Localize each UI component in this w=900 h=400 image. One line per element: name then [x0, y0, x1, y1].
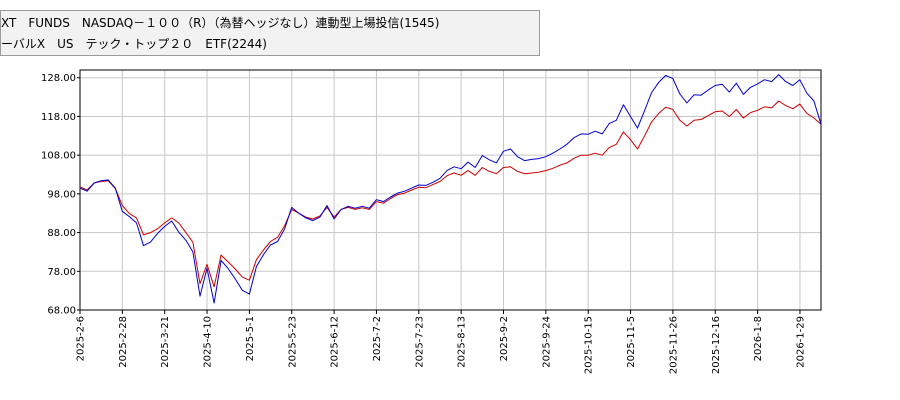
- y-axis: 68.00 78.00 88.00 98.00 108.00 118.00 128.00: [41, 73, 80, 317]
- x-tick-label: 2025-5-1: [245, 316, 256, 361]
- x-tick-label: 2025-6-12: [330, 316, 341, 368]
- x-tick-label: 2025-2-6: [76, 316, 87, 361]
- x-tick-label: 2025-2-28: [118, 316, 129, 368]
- x-tick-label: 2025-4-10: [203, 316, 214, 368]
- x-axis: 2025-2-6 2025-2-28 2025-3-21 2025-4-10 2025-…: [76, 310, 806, 374]
- x-tick-label: 2025-8-13: [457, 316, 468, 368]
- grid: [79, 70, 821, 311]
- y-tick-label: 78.00: [47, 267, 76, 278]
- y-tick-label: 128.00: [41, 73, 76, 84]
- x-tick-label: 2025-7-23: [414, 316, 425, 368]
- x-tick-label: 2026-1-8: [753, 316, 764, 361]
- x-tick-label: 2025-9-24: [541, 316, 552, 368]
- x-tick-label: 2025-12-16: [711, 316, 722, 374]
- plot-border: [79, 69, 822, 311]
- x-tick-label: 2025-10-15: [584, 316, 595, 374]
- x-tick-label: 2025-3-21: [160, 316, 171, 368]
- x-tick-label: 2025-9-2: [499, 316, 510, 361]
- y-tick-label: 108.00: [41, 151, 76, 162]
- series-line-2244: [79, 100, 822, 288]
- y-tick-label: 98.00: [47, 189, 76, 200]
- y-tick-label: 88.00: [47, 228, 76, 239]
- y-tick-label: 118.00: [41, 112, 76, 123]
- legend: XT FUNDS NASDAQ－１００（R）（為替ヘッジなし）連動型上場投信(1…: [0, 10, 540, 56]
- x-tick-label: 2025-7-2: [372, 316, 383, 361]
- legend-entry-nasdaq100-1545: XT FUNDS NASDAQ－１００（R）（為替ヘッジなし）連動型上場投信(1…: [1, 16, 440, 30]
- legend-entry-us-tech-top20-2244: ーバルX US テック・トップ２０ ETF(2244): [1, 37, 267, 51]
- x-tick-label: 2026-1-29: [795, 316, 806, 368]
- x-tick-label: 2025-11-26: [668, 316, 679, 374]
- x-tick-label: 2025-5-23: [287, 316, 298, 368]
- series-line-1545: [79, 74, 822, 304]
- y-tick-label: 68.00: [47, 306, 76, 317]
- series-lines: [79, 74, 822, 304]
- x-tick-label: 2025-11-5: [626, 316, 637, 368]
- plot-frame: [79, 69, 822, 311]
